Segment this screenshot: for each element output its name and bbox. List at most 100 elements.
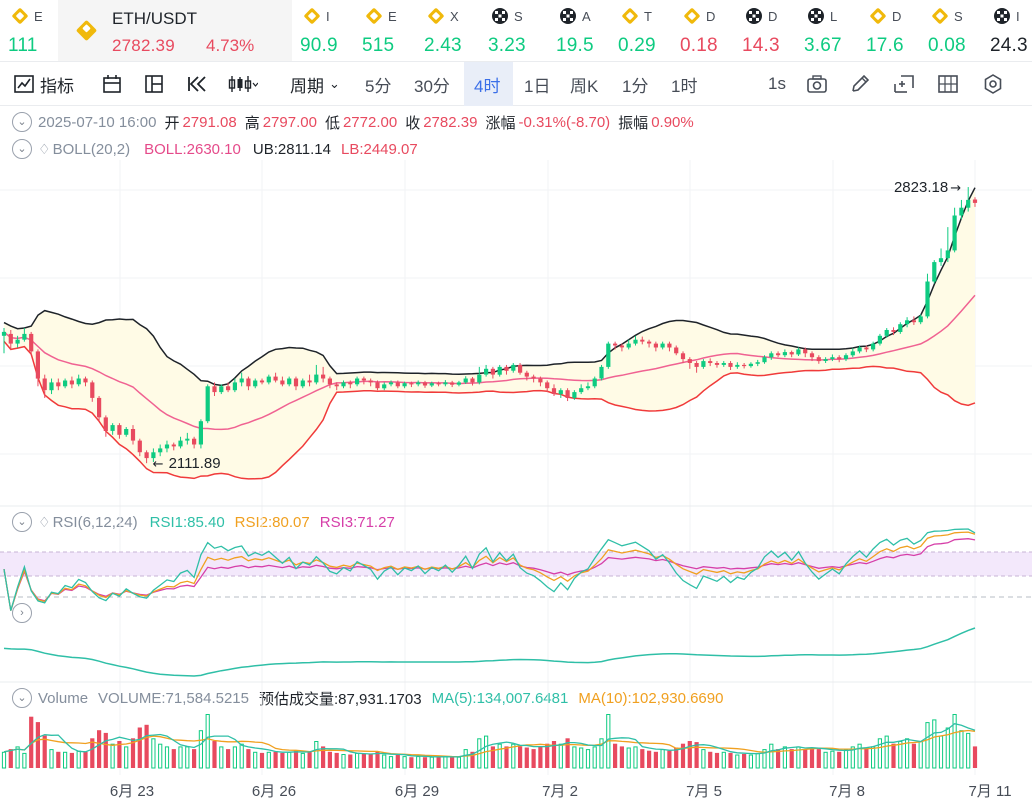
candle-body [76, 378, 81, 385]
collapse-chevron-icon[interactable]: ⌄ [12, 139, 32, 159]
interval-5m[interactable]: 5分 [365, 76, 392, 96]
expand-chevron-icon[interactable]: › [12, 603, 32, 623]
candle-body [694, 363, 699, 367]
volume-bar [653, 751, 658, 768]
volume-bar [388, 756, 394, 769]
volume-value: VOLUME:71,584.5215 [98, 689, 249, 707]
add-annotation-button[interactable] [893, 62, 915, 106]
interval-1w[interactable]: 周K [570, 76, 599, 96]
chart-style-button[interactable] [937, 62, 959, 106]
volume-bar [443, 756, 448, 769]
ticker-symbol: T [644, 9, 652, 24]
draw-button[interactable] [850, 62, 870, 106]
collapse-chevron-icon[interactable]: ⌄ [12, 112, 32, 132]
candle-body [748, 363, 753, 367]
boll-band-fill [4, 187, 975, 479]
interval-1h[interactable]: 1时 [671, 76, 698, 96]
volume-bar [29, 716, 34, 768]
volume-bar [171, 749, 176, 768]
volume-bar [857, 743, 862, 769]
volume-bar [511, 743, 516, 769]
ticker-symbol: E [34, 9, 43, 24]
ticker-price: 90.9 [300, 35, 338, 56]
volume-bar [789, 749, 794, 768]
x-axis-tick-label: 7月 5 [686, 783, 722, 800]
ticker-item[interactable]: D 14.3 [734, 0, 796, 61]
indicator-button[interactable]: 指标 [14, 62, 74, 106]
volume-bar [409, 757, 414, 768]
ticker-item[interactable]: E 111 [0, 0, 58, 61]
layout-button[interactable] [144, 62, 164, 106]
volume-bar [253, 751, 258, 769]
ticker-item[interactable]: L 3.67 [796, 0, 858, 61]
volume-bar [90, 738, 95, 768]
candle-body [551, 388, 557, 394]
ticker-symbol: A [582, 9, 591, 24]
ticker-item[interactable]: I 90.9 [292, 0, 354, 61]
ticker-symbol: ETH/USDT [112, 9, 197, 28]
volume-bar [524, 747, 529, 768]
candle-body [1, 331, 7, 336]
ticker-item[interactable]: S 0.08 [920, 0, 982, 61]
candle-body [640, 339, 645, 342]
replay-button[interactable] [186, 62, 208, 106]
ticker-price: 17.6 [866, 35, 904, 56]
interval-1d[interactable]: 1日 [524, 76, 551, 96]
volume-bar [15, 746, 20, 769]
ticker-symbol: E [388, 9, 397, 24]
close-value: 2782.39 [423, 113, 478, 131]
ticker-item[interactable]: D 0.18 [672, 0, 734, 61]
candle-body [280, 380, 285, 385]
candle-body [538, 378, 543, 383]
volume-bar [952, 714, 957, 769]
candle-body [484, 368, 489, 375]
candle-body [212, 386, 217, 393]
open-label: 开 [164, 114, 180, 132]
volume-bar [803, 749, 808, 768]
period-dropdown[interactable]: 周期 ⌄ [290, 62, 340, 106]
speed-button[interactable]: 1s [768, 74, 786, 93]
add-frame-icon [894, 75, 914, 93]
volume-bar [626, 747, 631, 769]
interval-1m[interactable]: 1分 [622, 76, 649, 96]
ticker-price: 2.43 [424, 35, 462, 56]
collapse-chevron-icon[interactable]: ⌄ [12, 512, 32, 532]
candle-body [558, 390, 563, 395]
ticker-item[interactable]: A 19.5 [548, 0, 610, 61]
alert-bell-icon[interactable]: ♢ [38, 140, 51, 157]
ticker-item[interactable]: I 24.3 [982, 0, 1032, 61]
candle-body [511, 364, 516, 371]
ticker-item[interactable]: E 515 [354, 0, 416, 61]
volume-bar [680, 743, 686, 768]
ticker-symbol: I [326, 9, 330, 24]
ticker-item[interactable]: T 0.29 [610, 0, 672, 61]
candle-body [259, 380, 265, 383]
settings-button[interactable] [983, 62, 1003, 106]
ticker-symbol: I [1016, 9, 1020, 24]
ticker-item[interactable]: D 17.6 [858, 0, 920, 61]
interval-30m[interactable]: 30分 [414, 76, 450, 96]
volume-bar [307, 751, 312, 768]
ticker-item[interactable]: S 3.23 [480, 0, 548, 61]
volume-bar [782, 746, 787, 769]
volume-bar [1, 751, 7, 769]
volume-bar [694, 742, 699, 768]
interval-4h[interactable]: 4时 [464, 62, 513, 106]
screenshot-button[interactable] [806, 62, 828, 106]
candle-body [850, 351, 855, 356]
rsi2-line [3, 531, 976, 611]
collapse-chevron-icon[interactable]: ⌄ [12, 688, 32, 708]
candle-body [97, 397, 102, 418]
candle-body [253, 380, 258, 387]
alert-bell-icon[interactable]: ♢ [38, 513, 51, 530]
ticker-item[interactable]: X 2.43 [416, 0, 480, 61]
volume-bar [97, 730, 102, 768]
ticker-item[interactable]: ETH/USDT 2782.39 4.73% [58, 0, 292, 61]
candle-body [395, 382, 400, 387]
volume-bar [327, 751, 332, 768]
volume-bar [640, 749, 645, 768]
calendar-button[interactable] [102, 62, 122, 106]
candle-type-button[interactable] [228, 62, 258, 106]
volume-bar [137, 727, 142, 768]
